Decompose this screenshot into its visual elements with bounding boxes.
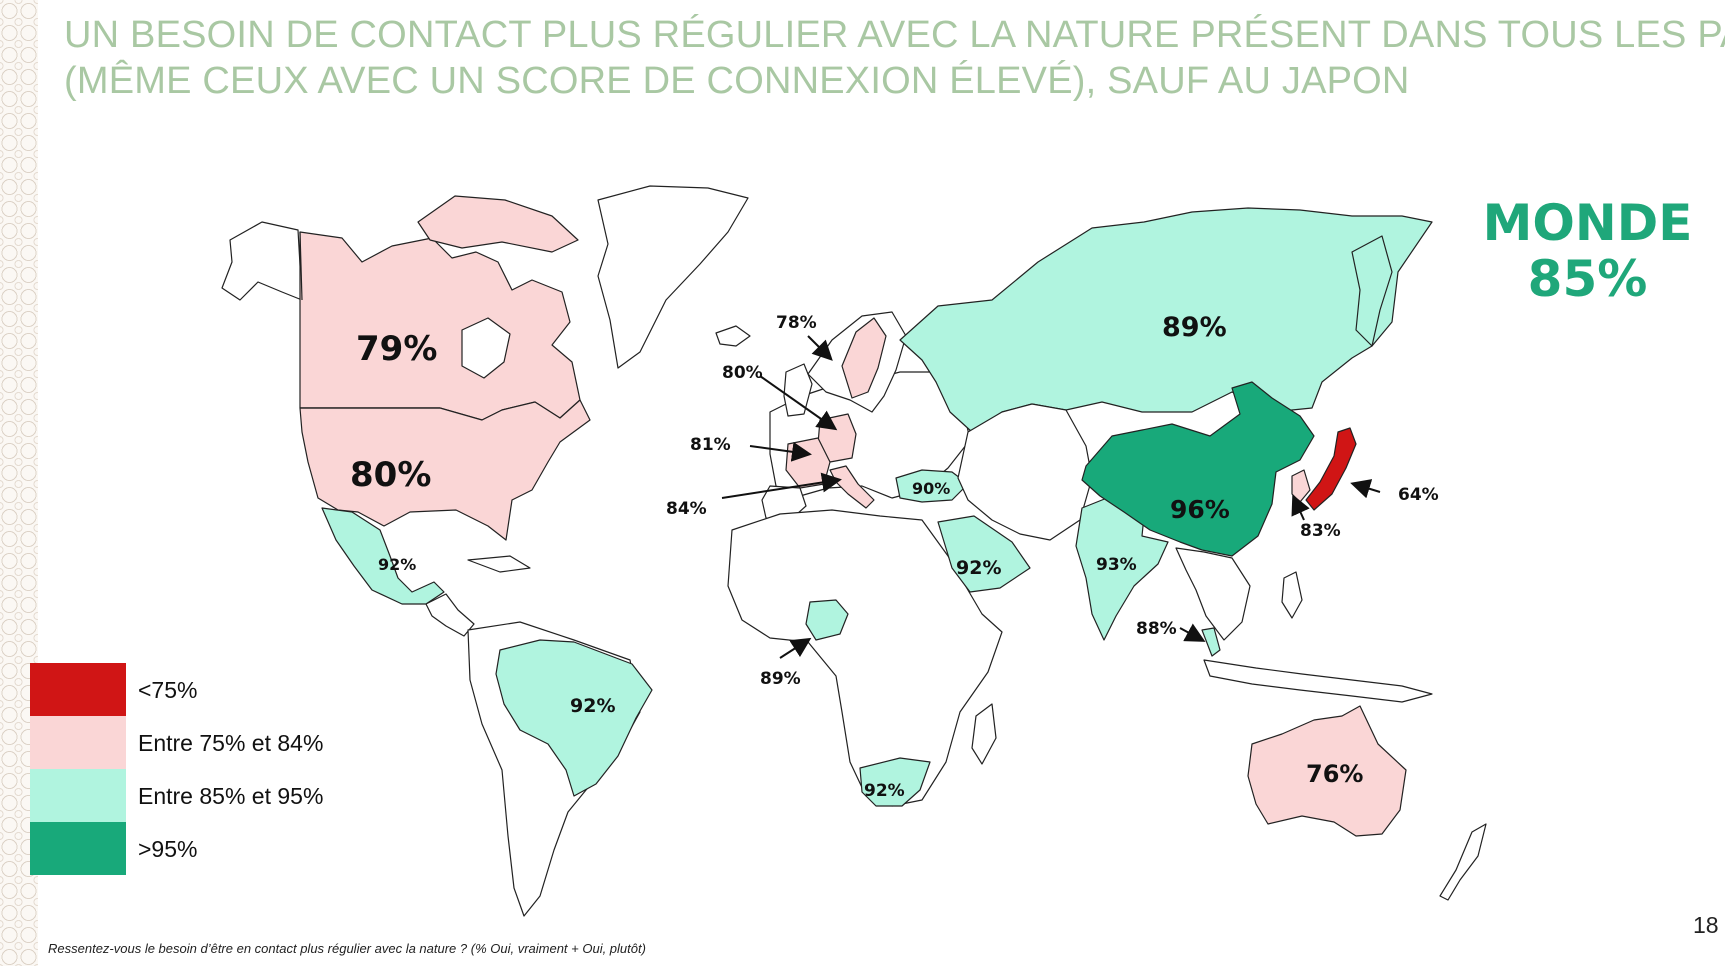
country-uk: [783, 363, 813, 417]
country-indonesia: [1203, 659, 1433, 703]
legend-swatch: [30, 822, 126, 875]
label-germany: 80%: [722, 363, 763, 383]
label-france: 81%: [690, 435, 731, 455]
legend-label: Entre 75% et 84%: [138, 730, 324, 756]
arrow-indonesia: [1179, 623, 1206, 642]
decorative-border: [0, 0, 38, 966]
country-japan: [1305, 427, 1357, 511]
country-nigeria: [805, 599, 849, 641]
slide-title: UN BESOIN DE CONTACT PLUS RÉGULIER AVEC …: [64, 12, 1725, 104]
country-south-korea: [1291, 469, 1311, 503]
country-china: [1081, 381, 1315, 557]
country-sweden: [841, 317, 887, 399]
country-new-zealand: [1439, 823, 1487, 901]
country-madagascar: [971, 703, 997, 765]
region-southeast-asia: [1175, 547, 1251, 641]
label-nigeria: 89%: [760, 669, 801, 689]
label-brazil: 92%: [570, 695, 615, 717]
label-saudi-arabia: 92%: [956, 557, 1001, 579]
region-caribbean: [467, 555, 531, 573]
label-japan: 64%: [1398, 485, 1439, 505]
label-china: 96%: [1170, 495, 1230, 524]
label-turkey: 90%: [912, 479, 950, 498]
label-india: 93%: [1096, 555, 1137, 575]
country-south-africa: [859, 757, 931, 807]
legend-label: >95%: [138, 836, 198, 862]
country-mexico: [321, 507, 445, 605]
country-malaysia: [1201, 627, 1221, 657]
label-usa: 80%: [350, 455, 431, 495]
page-number: 18: [1693, 912, 1719, 938]
country-brazil: [495, 639, 653, 797]
legend-label: Entre 85% et 95%: [138, 783, 324, 809]
legend-swatch: [30, 663, 126, 716]
country-greenland: [597, 185, 749, 369]
country-turkey: [895, 469, 969, 503]
arrow-sweden: [807, 335, 833, 361]
world-label: MONDE: [1482, 194, 1693, 252]
legend-swatch: [30, 769, 126, 822]
label-indonesia: 88%: [1136, 619, 1177, 639]
label-russia: 89%: [1162, 312, 1227, 343]
legend-swatch: [30, 716, 126, 769]
country-iceland: [715, 325, 751, 347]
arrow-nigeria: [779, 637, 812, 659]
region-africa: [727, 509, 1003, 807]
country-usa: [299, 399, 591, 541]
title-line-2: (MÊME CEUX AVEC UN SCORE DE CONNEXION ÉL…: [64, 60, 1410, 102]
label-south-africa: 92%: [864, 781, 905, 801]
arrow-italy: [721, 472, 842, 499]
label-south-korea: 83%: [1300, 521, 1341, 541]
country-philippines: [1281, 571, 1303, 619]
country-australia: [1247, 705, 1407, 837]
arrow-france: [749, 441, 812, 462]
arrow-japan: [1350, 479, 1381, 499]
world-value: 85%: [1527, 250, 1648, 308]
water-hudson-bay: [461, 317, 511, 379]
country-saudi-arabia: [937, 515, 1031, 593]
world-summary: MONDE 85%: [1470, 195, 1725, 307]
country-canada-islands: [417, 195, 579, 253]
country-alaska: [221, 221, 303, 301]
label-italy: 84%: [666, 499, 707, 519]
label-canada: 79%: [356, 329, 437, 369]
arrow-germany: [759, 375, 838, 431]
country-canada: [299, 231, 581, 421]
label-sweden: 78%: [776, 313, 817, 333]
title-line-1: UN BESOIN DE CONTACT PLUS RÉGULIER AVEC …: [64, 14, 1725, 56]
region-central-america: [425, 593, 475, 637]
label-australia: 76%: [1306, 760, 1363, 788]
footnote: Ressentez-vous le besoin d’être en conta…: [48, 941, 646, 956]
region-kamchatka: [1351, 235, 1393, 347]
arrow-korea: [1291, 494, 1310, 521]
border-alaska-canada: [299, 231, 303, 301]
legend-label: <75%: [138, 677, 198, 703]
label-mexico: 92%: [378, 555, 416, 574]
